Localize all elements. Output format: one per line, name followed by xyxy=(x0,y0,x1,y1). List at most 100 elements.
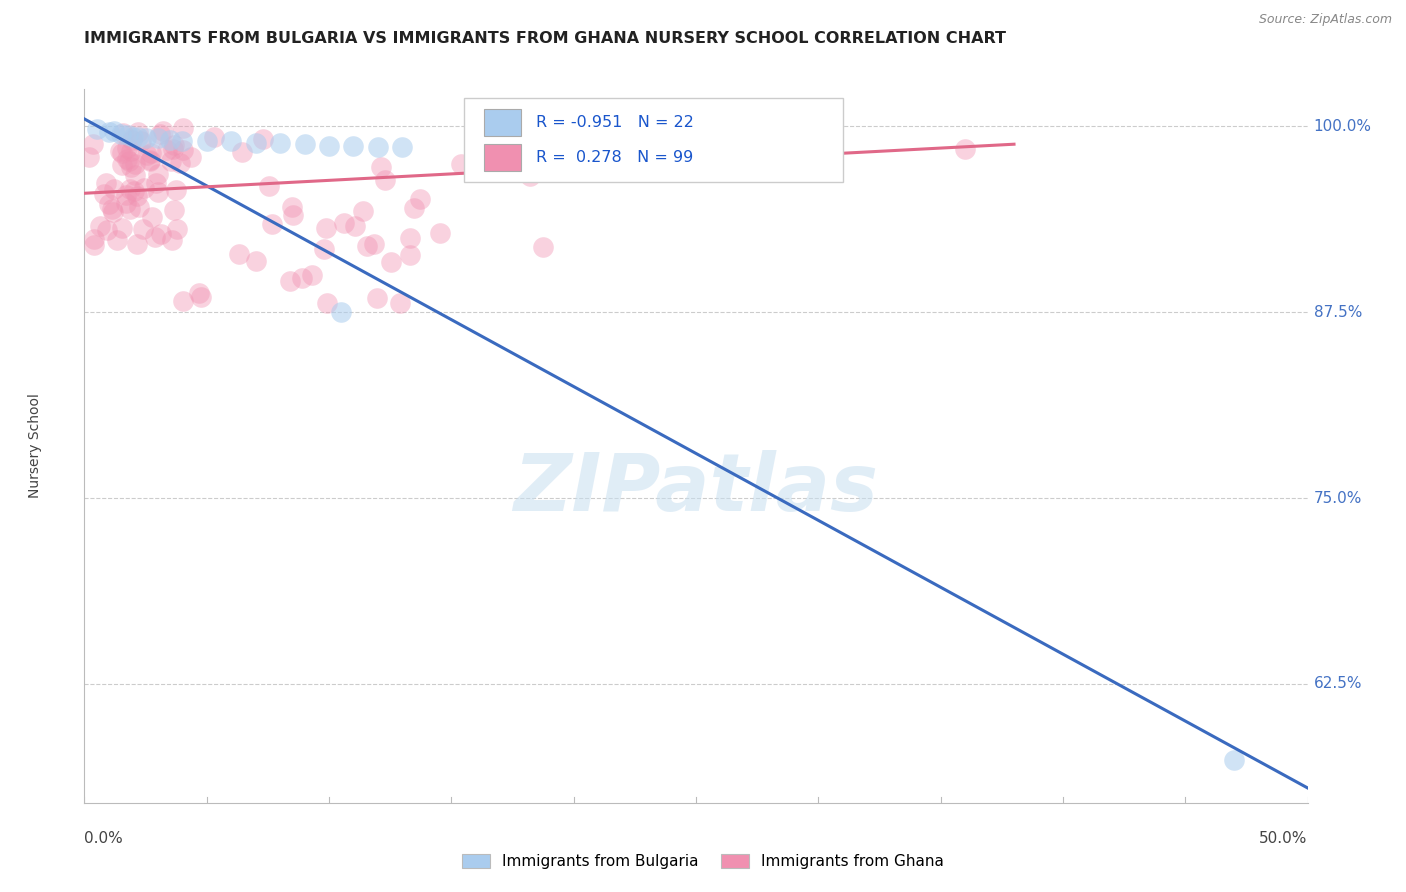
Point xyxy=(380,254,402,268)
Point xyxy=(77,150,100,164)
Point xyxy=(188,286,211,301)
Point xyxy=(389,296,412,310)
Point xyxy=(117,153,139,168)
Point xyxy=(83,232,105,246)
Text: Nursery School: Nursery School xyxy=(28,393,42,499)
Point xyxy=(301,268,323,283)
Point xyxy=(228,246,250,260)
Point xyxy=(127,125,149,139)
Point xyxy=(146,167,169,181)
Text: 75.0%: 75.0% xyxy=(1313,491,1362,506)
Text: ZIPatlas: ZIPatlas xyxy=(513,450,879,528)
FancyBboxPatch shape xyxy=(484,109,522,136)
Point xyxy=(89,219,111,233)
Point xyxy=(96,223,118,237)
Point xyxy=(404,201,426,215)
Point xyxy=(118,182,141,196)
Point xyxy=(93,187,115,202)
Point xyxy=(145,230,167,244)
Point xyxy=(97,125,120,139)
Point xyxy=(202,130,225,145)
Point xyxy=(166,222,188,236)
Point xyxy=(141,211,163,225)
Point xyxy=(356,238,378,252)
Point xyxy=(162,202,184,217)
Point xyxy=(122,184,145,198)
Point xyxy=(172,143,194,157)
Point xyxy=(159,133,181,147)
Point xyxy=(120,160,142,174)
Text: 100.0%: 100.0% xyxy=(1313,119,1372,134)
Point xyxy=(367,140,389,154)
Point xyxy=(363,236,385,251)
Point xyxy=(150,227,173,242)
Point xyxy=(148,185,170,199)
Point xyxy=(103,124,125,138)
Point xyxy=(162,138,184,153)
Point xyxy=(112,126,135,140)
Point xyxy=(125,237,148,252)
Point xyxy=(103,182,125,196)
Point xyxy=(121,133,143,147)
Point xyxy=(120,144,142,158)
Point xyxy=(231,145,253,160)
Point xyxy=(315,220,337,235)
Point xyxy=(291,271,314,285)
Point xyxy=(139,146,162,161)
Point xyxy=(160,233,183,247)
Point xyxy=(131,134,153,148)
Point xyxy=(352,204,374,219)
Legend: Immigrants from Bulgaria, Immigrants from Ghana: Immigrants from Bulgaria, Immigrants fro… xyxy=(456,848,950,875)
Point xyxy=(262,218,284,232)
Point xyxy=(128,200,150,214)
Point xyxy=(953,142,976,156)
Point xyxy=(111,145,134,160)
Point xyxy=(333,216,356,230)
Point xyxy=(101,205,124,219)
Text: R = -0.951   N = 22: R = -0.951 N = 22 xyxy=(536,115,693,130)
Point xyxy=(172,293,194,308)
Point xyxy=(125,189,148,203)
Point xyxy=(97,197,120,211)
Point xyxy=(156,143,179,157)
Point xyxy=(132,221,155,235)
Point xyxy=(318,138,340,153)
Point xyxy=(111,220,134,235)
Point xyxy=(330,305,353,319)
Point xyxy=(398,231,420,245)
Point xyxy=(190,290,212,304)
Point xyxy=(172,120,194,135)
Point xyxy=(96,176,118,190)
Point xyxy=(136,148,159,162)
Point xyxy=(110,127,132,141)
Point xyxy=(252,132,274,146)
Text: 0.0%: 0.0% xyxy=(84,831,124,847)
Point xyxy=(117,141,139,155)
Point xyxy=(83,238,105,252)
Point xyxy=(118,202,141,216)
Point xyxy=(429,226,451,240)
Point xyxy=(408,193,430,207)
Point xyxy=(278,274,301,288)
Point xyxy=(138,153,160,167)
Point xyxy=(117,128,139,143)
Point xyxy=(152,123,174,137)
Point xyxy=(366,292,388,306)
Point xyxy=(450,157,472,171)
Point xyxy=(115,188,138,202)
Point xyxy=(132,180,155,194)
Point xyxy=(160,153,183,168)
Point xyxy=(124,168,146,182)
Point xyxy=(111,158,134,172)
Point xyxy=(519,169,541,184)
Point xyxy=(374,173,396,187)
Text: 87.5%: 87.5% xyxy=(1313,305,1362,319)
Point xyxy=(398,247,420,261)
Point xyxy=(531,240,554,254)
Point xyxy=(165,183,187,197)
Point xyxy=(245,136,267,150)
Point xyxy=(195,134,218,148)
FancyBboxPatch shape xyxy=(484,144,522,170)
Point xyxy=(283,208,305,222)
Text: Source: ZipAtlas.com: Source: ZipAtlas.com xyxy=(1258,13,1392,27)
